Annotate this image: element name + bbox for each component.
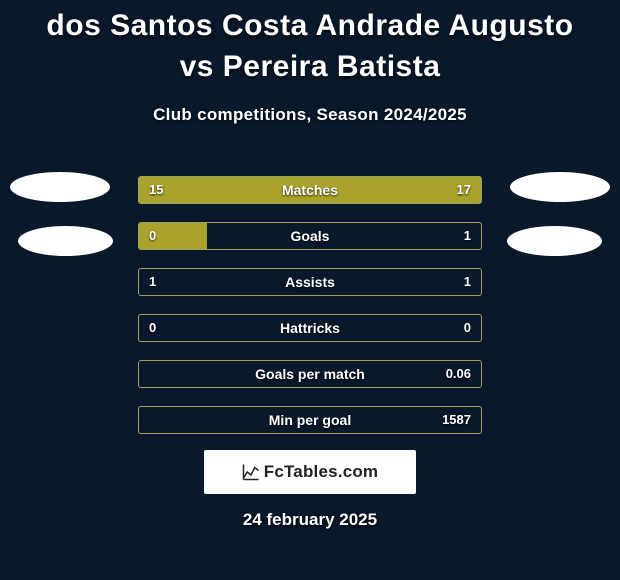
metric-label: Matches [139, 177, 481, 203]
metric-row: 00Hattricks [138, 314, 482, 342]
comparison-bars: 1517Matches 01Goals 11Assists 00Hattricks 0.… [138, 176, 482, 434]
player2-club-badge [510, 172, 610, 202]
metric-label: Assists [139, 269, 481, 295]
page-title: dos Santos Costa Andrade Augusto vs Pere… [0, 0, 620, 87]
player2-nat-badge [507, 226, 602, 256]
metric-label: Goals per match [139, 361, 481, 387]
metric-row: 0.06Goals per match [138, 360, 482, 388]
player1-nat-badge [18, 226, 113, 256]
chart-icon [242, 463, 260, 481]
subtitle: Club competitions, Season 2024/2025 [0, 105, 620, 125]
metric-label: Hattricks [139, 315, 481, 341]
brand-text: FcTables.com [264, 462, 379, 482]
date-label: 24 february 2025 [0, 510, 620, 530]
metric-label: Min per goal [139, 407, 481, 433]
comparison-card: dos Santos Costa Andrade Augusto vs Pere… [0, 0, 620, 580]
player1-club-badge [10, 172, 110, 202]
brand-box: FcTables.com [204, 450, 416, 494]
metric-row: 11Assists [138, 268, 482, 296]
metric-row: 01Goals [138, 222, 482, 250]
metric-label: Goals [139, 223, 481, 249]
metric-row: 1587Min per goal [138, 406, 482, 434]
metric-row: 1517Matches [138, 176, 482, 204]
